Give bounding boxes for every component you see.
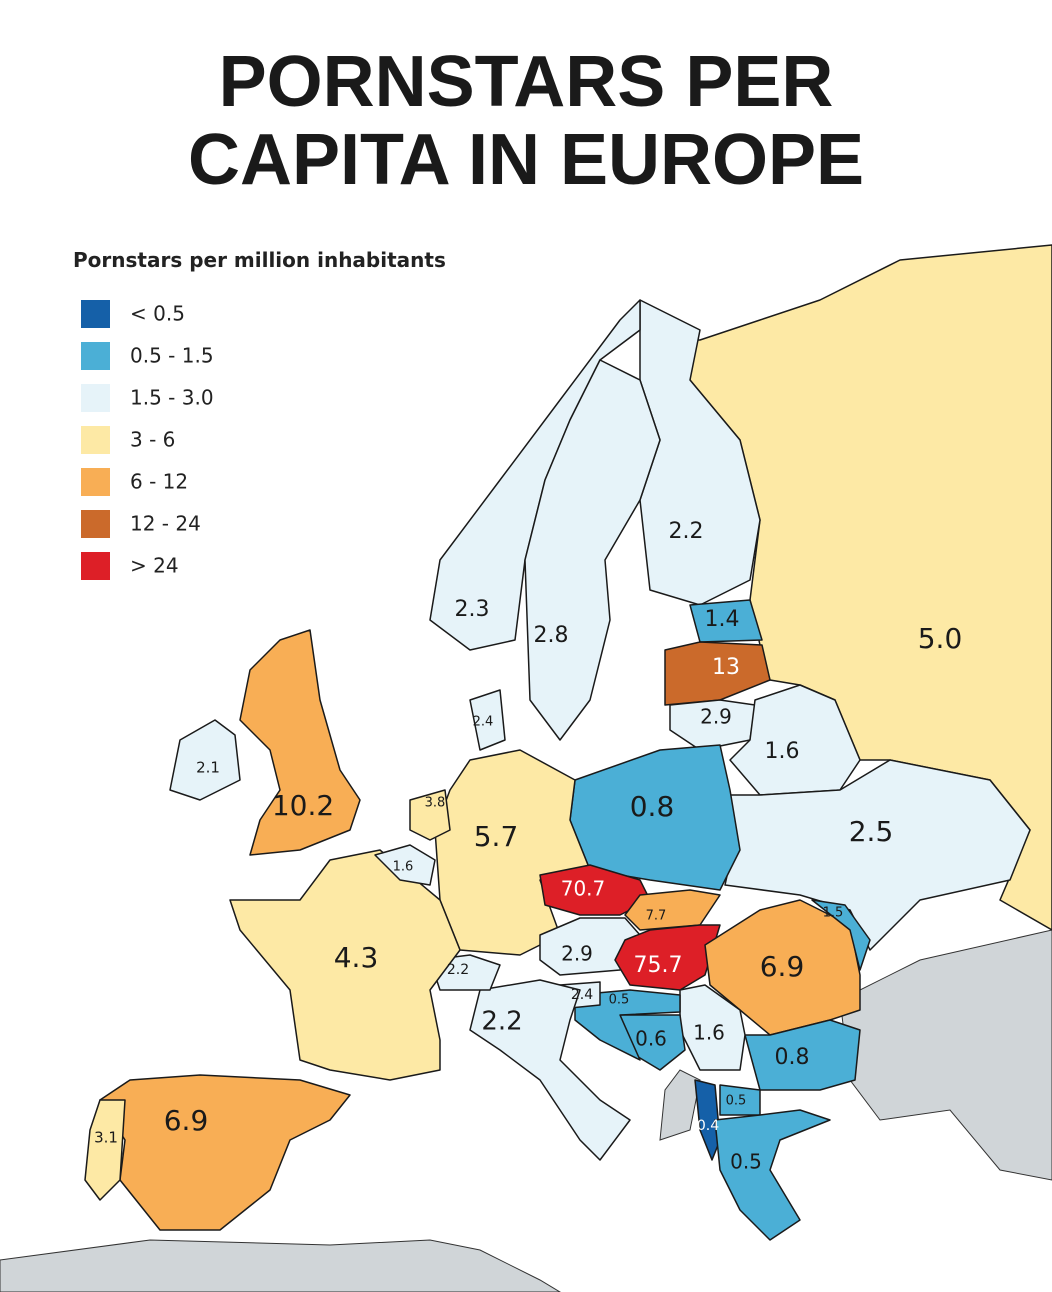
legend-label: 12 - 24: [130, 512, 201, 536]
title-line: PORNSTARS PER: [219, 42, 834, 122]
country-value: 0.5: [730, 1150, 762, 1174]
country-value: 1.6: [693, 1021, 725, 1045]
background-land: [0, 929, 1052, 1292]
country: [469, 689, 506, 751]
legend-swatch: [81, 552, 110, 580]
country-value: 2.4: [571, 987, 593, 1003]
country-value: 10.2: [272, 789, 334, 822]
legend-label: 6 - 12: [130, 470, 188, 494]
country: [524, 359, 661, 741]
country-value: 1.6: [393, 860, 414, 875]
country-value: 0.5: [726, 1094, 747, 1109]
country: [374, 844, 436, 886]
country-value: 1.6: [765, 739, 800, 764]
country-value: 3.1: [94, 1129, 118, 1147]
non-data-land: [839, 929, 1052, 1181]
country: [99, 1074, 351, 1231]
country-value: 0.8: [630, 790, 675, 823]
country: [689, 599, 763, 643]
country: [714, 1109, 831, 1241]
region-labels: 5.0 2.2 2.3 2.8 1.4 13 2.9 1.6 2.5 0.8 5.7 70.7 7.7 2…: [94, 519, 962, 1174]
country-value: 0.8: [775, 1045, 810, 1070]
country-value: 2.9: [700, 705, 732, 729]
legend-swatch: [81, 468, 110, 496]
country-value: 0.4: [697, 1118, 719, 1134]
country-value: 1.5: [823, 906, 844, 921]
country-value: 2.2: [669, 519, 704, 544]
country: [724, 759, 1031, 951]
country: [229, 849, 461, 1081]
legend-label: 0.5 - 1.5: [130, 344, 214, 368]
country-value: 7.7: [646, 909, 667, 924]
country-value: 2.9: [561, 942, 593, 966]
legend-label: 3 - 6: [130, 428, 175, 452]
legend-label: 1.5 - 3.0: [130, 386, 214, 410]
country: [239, 629, 361, 856]
legend-title: Pornstars per million inhabitants: [73, 248, 446, 272]
country-value: 2.4: [473, 715, 494, 730]
country: [704, 899, 861, 1036]
country-value: 1.4: [705, 607, 740, 632]
country-value: 5.0: [918, 622, 963, 655]
non-data-land: [659, 1069, 701, 1141]
country-value: 2.1: [196, 759, 220, 777]
country-value: 75.7: [634, 953, 683, 978]
country-value: 3.8: [425, 796, 446, 811]
country-value: 6.9: [164, 1104, 209, 1137]
country-value: 70.7: [561, 877, 606, 901]
regions: [84, 244, 1052, 1241]
country: [84, 1099, 126, 1201]
country: [694, 1079, 721, 1161]
country-value: 2.8: [534, 623, 569, 648]
legend-swatch: [81, 510, 110, 538]
country: [469, 979, 631, 1161]
country-value: 2.2: [481, 1007, 522, 1037]
legend: < 0.5 0.5 - 1.5 1.5 - 3.0 3 - 6 6 - 12 12 - 2…: [81, 300, 214, 580]
country-value: 0.6: [635, 1027, 667, 1051]
legend-label: < 0.5: [130, 302, 185, 326]
country: [409, 789, 451, 841]
country-value: 2.5: [849, 815, 894, 848]
legend-swatch: [81, 300, 110, 328]
country-value: 6.9: [760, 950, 805, 983]
country: [664, 641, 771, 706]
country-value: 2.2: [447, 962, 469, 978]
country: [624, 889, 721, 931]
country: [811, 899, 871, 971]
legend-swatch: [81, 426, 110, 454]
non-data-land: [0, 1239, 561, 1292]
country: [614, 924, 721, 991]
country: [169, 719, 241, 801]
title-line: CAPITA IN EUROPE: [188, 120, 864, 200]
country: [574, 989, 681, 1061]
legend-swatch: [81, 384, 110, 412]
country-value: 0.5: [609, 993, 630, 1008]
country: [429, 299, 641, 651]
country: [744, 1019, 861, 1091]
country-value: 13: [712, 655, 740, 680]
country-value: 5.7: [474, 820, 519, 853]
country-value: 4.3: [334, 941, 379, 974]
legend-swatch: [81, 342, 110, 370]
legend-label: > 24: [130, 554, 179, 578]
country-value: 2.3: [455, 597, 490, 622]
